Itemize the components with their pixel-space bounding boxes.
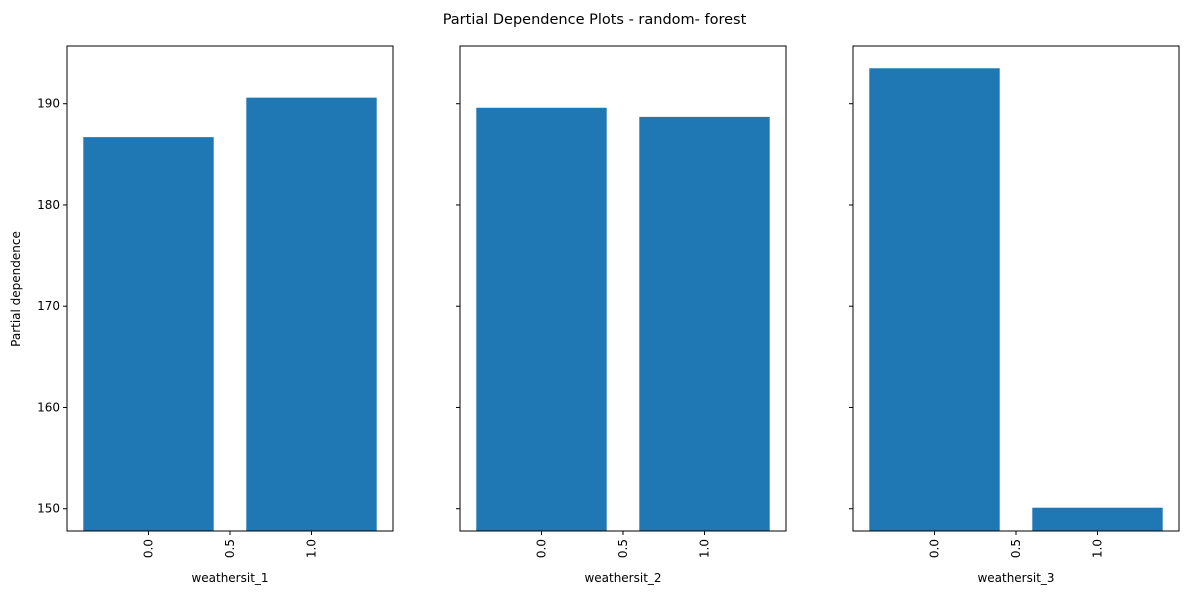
y-tick-label: 150 [37,502,60,516]
x-axis-label: weathersit_2 [584,571,661,585]
x-axis-label: weathersit_1 [191,571,268,585]
x-axis-label: weathersit_3 [977,571,1054,585]
y-tick-label: 190 [37,97,60,111]
y-axis-label: Partial dependence [9,231,23,347]
figure-title: Partial Dependence Plots - random- fores… [443,12,747,28]
x-tick-label: 1.0 [305,539,319,558]
bar-1.0 [639,116,770,531]
subplot-1: 150 160 170 180 190 0.0 0.5 1.0 weathersit_1 [37,45,394,585]
x-tick-label: 0.5 [1009,539,1023,558]
x-tick-label: 0.0 [142,539,156,558]
subplot-2: 0.0 0.5 1.0 weathersit_2 [456,45,787,585]
bar-1.0 [1032,507,1163,531]
x-tick-label: 0.5 [223,539,237,558]
bar-0.0 [869,68,1000,531]
bar-0.0 [476,107,607,531]
y-tick-label: 160 [37,400,60,414]
x-tick-label: 0.0 [928,539,942,558]
bar-1.0 [246,97,377,532]
y-tick-label: 170 [37,299,60,313]
x-tick-label: 1.0 [698,539,712,558]
x-tick-label: 1.0 [1091,539,1105,558]
bar-0.0 [83,137,214,531]
y-tick-label: 180 [37,198,60,212]
subplot-3: 0.0 0.5 1.0 weathersit_3 [849,45,1180,585]
x-tick-label: 0.0 [535,539,549,558]
x-tick-label: 0.5 [616,539,630,558]
